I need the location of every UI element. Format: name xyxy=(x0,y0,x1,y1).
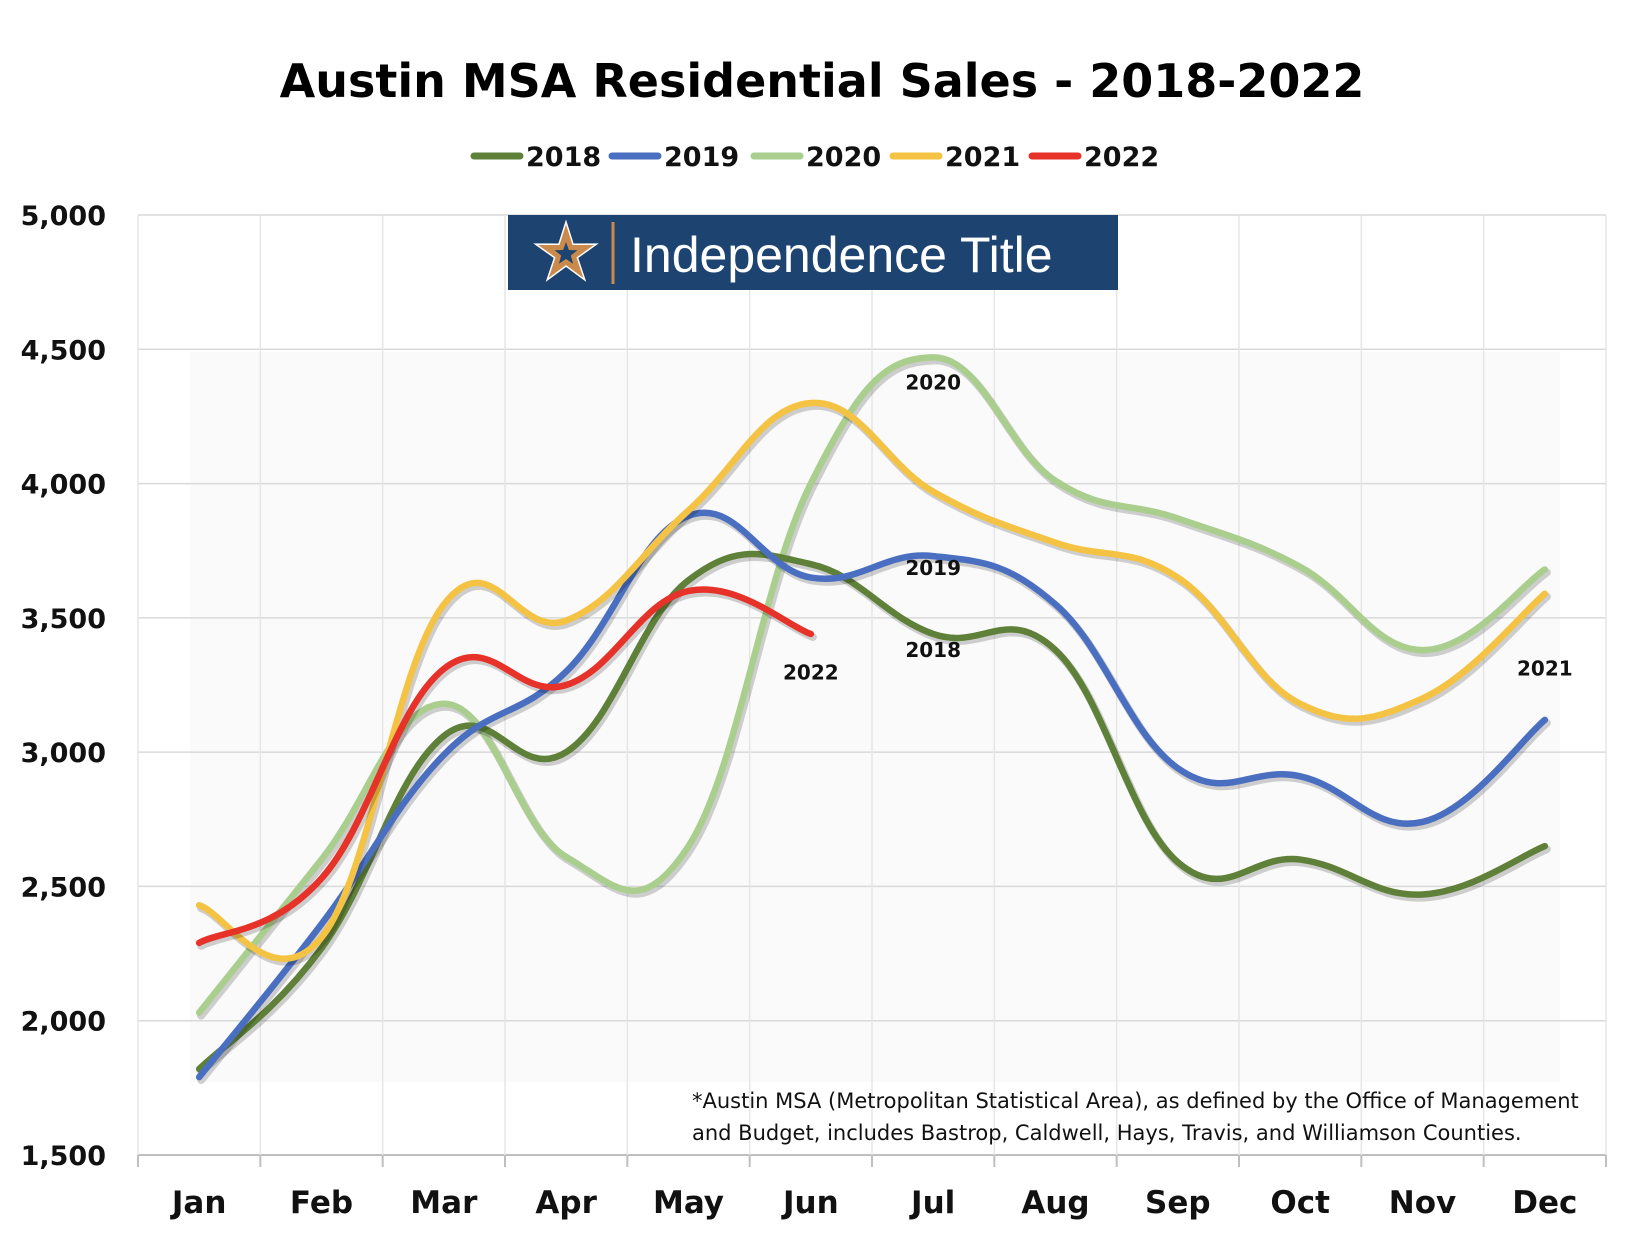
x-tick-label: Oct xyxy=(1270,1185,1330,1221)
annotation-2018: 2018 xyxy=(905,638,961,662)
annotation-2019: 2019 xyxy=(905,556,961,580)
x-axis: Jan Feb Mar Apr May Jun Jul Aug Sep Oct Nov Dec xyxy=(170,1185,1578,1221)
series-line-2019 xyxy=(195,509,1549,1081)
y-tick-label: 3,000 xyxy=(21,738,106,769)
x-tick-label: Jun xyxy=(781,1185,839,1221)
y-tick-label: 4,500 xyxy=(21,335,106,366)
x-tick-label: Jul xyxy=(909,1185,955,1221)
series-line-2022 xyxy=(195,586,815,947)
legend-label-2021: 2021 xyxy=(945,142,1020,173)
gridlines xyxy=(137,214,1607,1167)
annotation-2022: 2022 xyxy=(783,661,839,685)
footnote-line-1: *Austin MSA (Metropolitan Statistical Ar… xyxy=(692,1089,1579,1113)
y-tick-label: 5,000 xyxy=(21,201,106,232)
x-tick-label: Feb xyxy=(290,1185,353,1221)
annotations: 2020 2019 2018 2022 2021 xyxy=(783,371,1573,685)
legend-label-2018: 2018 xyxy=(526,142,601,173)
y-tick-label: 3,500 xyxy=(21,604,106,635)
series-line-2018 xyxy=(195,550,1549,1073)
annotation-2020: 2020 xyxy=(905,371,961,395)
x-tick-label: Aug xyxy=(1021,1185,1089,1221)
chart-title: Austin MSA Residential Sales - 2018-2022 xyxy=(280,54,1365,108)
x-tick-label: Jan xyxy=(170,1185,227,1221)
series-lines xyxy=(195,354,1551,1085)
x-tick-label: Sep xyxy=(1145,1185,1211,1221)
x-tick-label: Dec xyxy=(1512,1185,1577,1221)
legend-label-2020: 2020 xyxy=(806,142,881,173)
x-tick-label: May xyxy=(653,1185,724,1221)
annotation-2021: 2021 xyxy=(1517,657,1573,681)
footnote: *Austin MSA (Metropolitan Statistical Ar… xyxy=(692,1089,1579,1145)
x-tick-label: Apr xyxy=(535,1185,597,1221)
logo-background xyxy=(508,215,1118,290)
star-icon xyxy=(533,219,599,282)
y-tick-label: 4,000 xyxy=(21,470,106,501)
y-tick-label: 2,000 xyxy=(21,1007,106,1038)
footnote-line-2: and Budget, includes Bastrop, Caldwell, … xyxy=(692,1121,1522,1145)
legend-label-2019: 2019 xyxy=(664,142,739,173)
y-axis: 1,500 2,000 2,500 3,000 3,500 4,000 4,500 5,000 xyxy=(21,201,106,1172)
legend: 2018 2019 2020 2021 2022 xyxy=(470,142,1159,173)
y-tick-label: 1,500 xyxy=(21,1141,106,1172)
x-tick-label: Mar xyxy=(410,1185,478,1221)
x-tick-label: Nov xyxy=(1389,1185,1456,1221)
independence-title-logo: Independence Title xyxy=(508,215,1118,290)
legend-label-2022: 2022 xyxy=(1084,142,1159,173)
logo-text: Independence Title xyxy=(630,227,1053,283)
y-tick-label: 2,500 xyxy=(21,872,106,903)
